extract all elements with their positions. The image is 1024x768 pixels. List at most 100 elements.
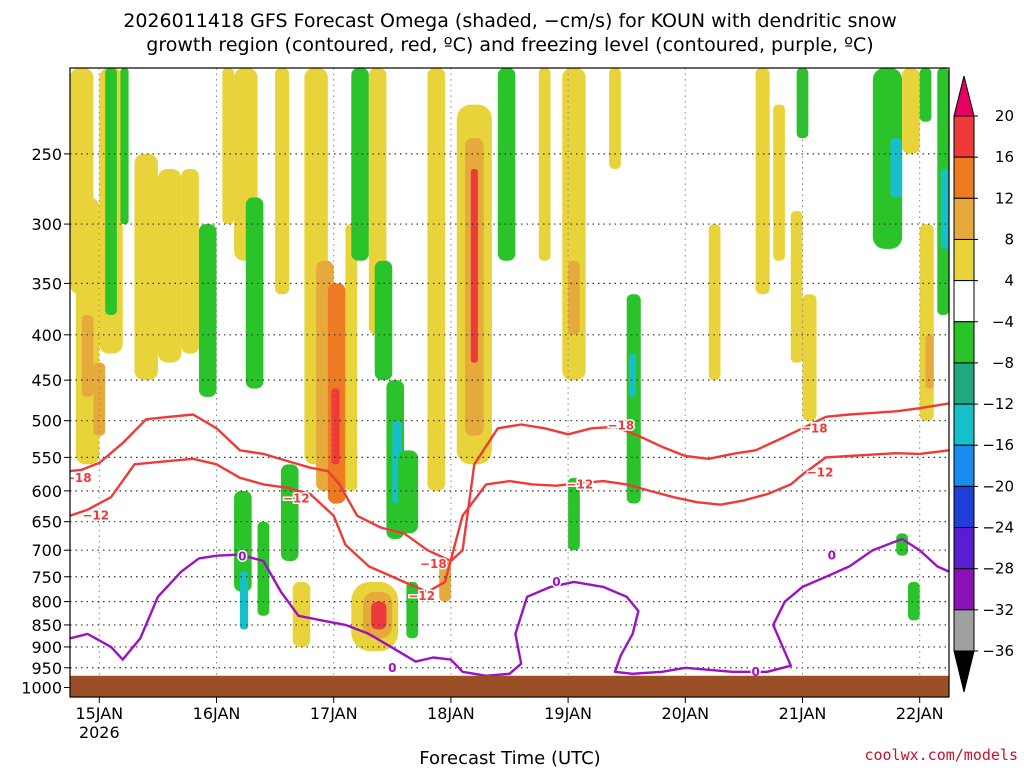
contour-label: −12 bbox=[82, 509, 109, 523]
contour-label: −18 bbox=[65, 471, 92, 485]
contour-label: −12 bbox=[408, 589, 435, 603]
colorbar-label: −20 bbox=[982, 477, 1014, 495]
contour-line bbox=[70, 402, 949, 563]
omega-cell bbox=[275, 68, 290, 295]
colorbar: 20 16 12 8 4 −4 −8 −12 −16 −20 −24 −28 −32 −36 bbox=[953, 75, 1014, 693]
x-tick-label: 22JAN bbox=[896, 704, 944, 723]
omega-cell bbox=[222, 68, 235, 225]
colorbar-band bbox=[953, 485, 975, 529]
colorbar-label: −36 bbox=[982, 642, 1014, 660]
omega-cell bbox=[919, 68, 932, 122]
colorbar-bottom-arrow bbox=[953, 650, 975, 693]
y-tick-label: 650 bbox=[31, 513, 62, 532]
colorbar-label: 16 bbox=[995, 148, 1014, 166]
contour-label: 0 bbox=[751, 665, 759, 679]
colorbar-label: −32 bbox=[982, 601, 1014, 619]
contour-label: −18 bbox=[420, 557, 447, 571]
colorbar-band bbox=[953, 362, 975, 405]
omega-cell bbox=[427, 68, 446, 491]
colorbar-label: −8 bbox=[992, 354, 1014, 372]
plot-frame bbox=[69, 67, 950, 698]
x-tick-label: 19JAN bbox=[544, 704, 592, 723]
colorbar-band bbox=[953, 321, 975, 364]
omega-cell bbox=[371, 601, 387, 630]
omega-cell bbox=[755, 68, 770, 295]
y-tick-label: 750 bbox=[31, 568, 62, 587]
x-tick-label: 15JAN bbox=[75, 704, 123, 723]
omega-cell bbox=[872, 68, 903, 249]
omega-cell bbox=[374, 260, 393, 381]
y-tick-label: 1000 bbox=[21, 678, 62, 697]
y-tick-label: 800 bbox=[31, 593, 62, 612]
colorbar-label: −28 bbox=[982, 560, 1014, 578]
omega-cell bbox=[351, 68, 369, 261]
y-tick-label: 300 bbox=[31, 215, 62, 234]
colorbar-label: 8 bbox=[1004, 230, 1014, 248]
contour-label: −12 bbox=[283, 491, 310, 505]
omega-cell bbox=[120, 68, 129, 225]
y-tick-label: 950 bbox=[31, 659, 62, 678]
omega-cell bbox=[896, 533, 908, 556]
chart-title-line-2: growth region (contoured, red, ºC) and f… bbox=[146, 34, 873, 56]
credit-text: coolwx.com/models bbox=[864, 746, 1018, 764]
y-tick-label: 600 bbox=[31, 482, 62, 501]
contour-label: 0 bbox=[238, 550, 246, 564]
omega-cell bbox=[609, 68, 621, 169]
y-tick-label: 550 bbox=[31, 448, 62, 467]
grid-layer bbox=[70, 68, 949, 697]
omega-cell bbox=[292, 581, 311, 647]
x-axis: 15JAN 16JAN 17JAN 18JAN 19JAN 20JAN 21JAN 22JAN… bbox=[75, 697, 944, 742]
y-tick-label: 350 bbox=[31, 274, 62, 293]
omega-cell bbox=[907, 581, 920, 621]
colorbar-top-arrow bbox=[953, 75, 975, 117]
x-year-label: 2026 bbox=[79, 723, 120, 742]
colorbar-label: −16 bbox=[982, 436, 1014, 454]
contour-label: 0 bbox=[552, 575, 560, 589]
omega-cell bbox=[538, 68, 551, 261]
omega-cell bbox=[708, 224, 721, 381]
contour-label: −18 bbox=[801, 421, 828, 435]
omega-cell bbox=[239, 571, 249, 630]
omega-cell bbox=[626, 294, 641, 504]
x-tick-label: 16JAN bbox=[193, 704, 241, 723]
colorbar-label: 12 bbox=[995, 189, 1014, 207]
omega-cell bbox=[796, 68, 809, 139]
omega-cell bbox=[198, 224, 217, 397]
contour-line bbox=[70, 449, 949, 594]
colorbar-label: 20 bbox=[995, 107, 1014, 125]
y-tick-label: 250 bbox=[31, 145, 62, 164]
omega-cell bbox=[568, 260, 580, 335]
omega-cell bbox=[345, 224, 358, 491]
x-axis-title: Forecast Time (UTC) bbox=[419, 748, 600, 768]
surface-layer bbox=[70, 675, 949, 697]
omega-cell bbox=[629, 353, 637, 397]
omega-shading-layer bbox=[70, 68, 949, 652]
omega-cell bbox=[81, 315, 94, 397]
omega-cell bbox=[134, 153, 158, 381]
colorbar-band bbox=[953, 238, 975, 282]
omega-cell bbox=[257, 521, 270, 616]
contour-label: −18 bbox=[607, 418, 634, 432]
omega-cell bbox=[940, 168, 949, 249]
y-tick-label: 850 bbox=[31, 616, 62, 635]
omega-cell bbox=[568, 477, 580, 551]
y-tick-label: 700 bbox=[31, 541, 62, 560]
colorbar-band bbox=[953, 609, 975, 652]
omega-cell bbox=[181, 168, 199, 354]
omega-cell bbox=[105, 68, 117, 316]
contour-label: −12 bbox=[566, 477, 593, 491]
y-tick-label: 500 bbox=[31, 412, 62, 431]
omega-cell bbox=[245, 197, 264, 389]
omega-cell bbox=[773, 104, 785, 261]
x-tick-label: 18JAN bbox=[427, 704, 475, 723]
y-tick-label: 450 bbox=[31, 371, 62, 390]
omega-cell bbox=[157, 168, 182, 363]
omega-cell bbox=[790, 211, 803, 363]
colorbar-label: 4 bbox=[1004, 272, 1014, 290]
x-tick-label: 21JAN bbox=[779, 704, 827, 723]
colorbar-band bbox=[953, 444, 975, 487]
omega-cell bbox=[497, 68, 516, 261]
colorbar-label: −24 bbox=[982, 519, 1014, 537]
y-axis: 250 300 350 400 450 500 550 600 650 700 750 800 850 9… bbox=[21, 145, 70, 697]
